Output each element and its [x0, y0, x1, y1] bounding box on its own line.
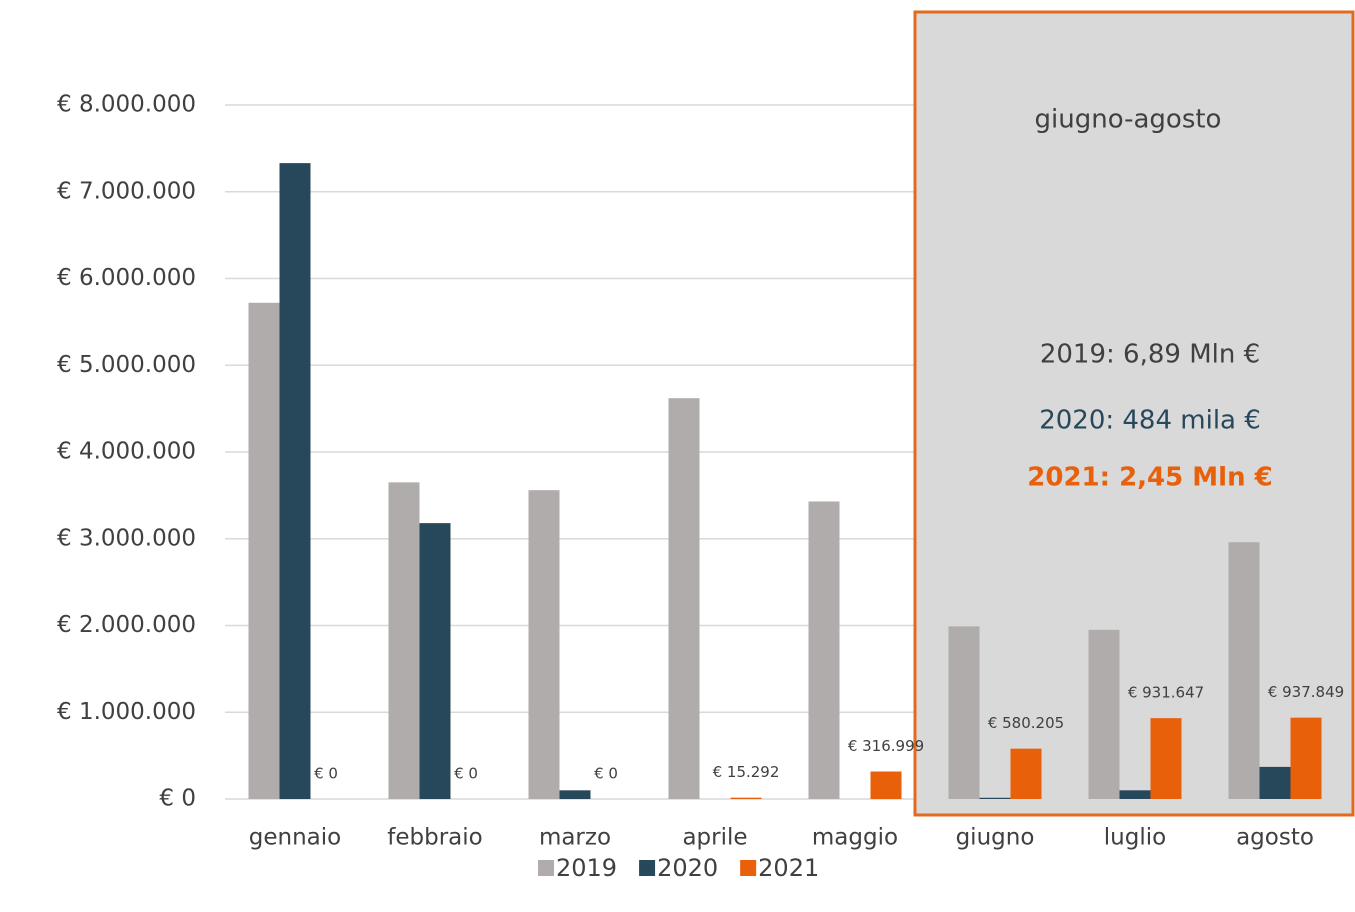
bar [559, 790, 591, 799]
annotation: 2019: 6,89 Mln € [1040, 340, 1260, 370]
bar [1088, 629, 1120, 799]
bar [279, 163, 311, 799]
bar [870, 771, 902, 799]
data-label: € 580.205 [988, 714, 1064, 732]
data-label: € 0 [314, 765, 338, 783]
x-tick-label: febbraio [387, 825, 482, 851]
y-tick-label: € 1.000.000 [57, 699, 196, 725]
y-tick-label: € 2.000.000 [57, 612, 196, 638]
y-tick-label: € 7.000.000 [57, 178, 196, 204]
data-label: € 316.999 [848, 737, 924, 755]
bar [248, 302, 280, 799]
legend-label: 2019 [556, 854, 617, 882]
annotation: giugno-agosto [1035, 105, 1222, 135]
y-tick-label: € 8.000.000 [57, 92, 196, 118]
data-label: € 15.292 [713, 763, 780, 781]
legend-label: 2021 [758, 854, 819, 882]
y-tick-label: € 0 [159, 786, 196, 812]
bar [730, 797, 762, 799]
x-tick-label: aprile [682, 825, 747, 851]
y-tick-label: € 3.000.000 [57, 525, 196, 551]
x-tick-label: maggio [812, 825, 898, 851]
bar [1119, 790, 1151, 799]
bar [1150, 718, 1182, 799]
bar [419, 523, 451, 799]
data-label: € 0 [454, 765, 478, 783]
x-tick-label: marzo [539, 825, 611, 851]
x-tick-label: agosto [1236, 825, 1314, 851]
bar [388, 482, 420, 799]
bar [948, 626, 980, 799]
x-tick-label: gennaio [249, 825, 341, 851]
y-tick-label: € 5.000.000 [57, 352, 196, 378]
data-label: € 931.647 [1128, 684, 1204, 702]
x-tick-label: giugno [956, 825, 1035, 851]
bar [1228, 542, 1260, 799]
legend-swatch [538, 860, 554, 876]
highlight-box [913, 10, 1355, 817]
bar [808, 501, 840, 799]
data-label: € 937.849 [1268, 683, 1344, 701]
y-tick-label: € 4.000.000 [57, 439, 196, 465]
data-label: € 0 [594, 765, 618, 783]
legend-swatch [639, 860, 656, 876]
bar [528, 490, 560, 799]
x-tick-label: luglio [1104, 825, 1166, 851]
bar [1259, 766, 1291, 799]
bar [668, 398, 700, 799]
annotation: 2021: 2,45 Mln € [1027, 463, 1272, 493]
bars: € 0 € 0 € 0 € 15.292 € 316.999 € 580.205 € 931… [248, 163, 1344, 799]
bar [1290, 717, 1322, 799]
y-tick-label: € 6.000.000 [57, 265, 196, 291]
legend-label: 2020 [657, 854, 718, 882]
bar [1010, 748, 1042, 799]
annotation: 2020: 484 mila € [1039, 406, 1261, 436]
bar [979, 797, 1011, 799]
legend-swatch [740, 860, 757, 876]
